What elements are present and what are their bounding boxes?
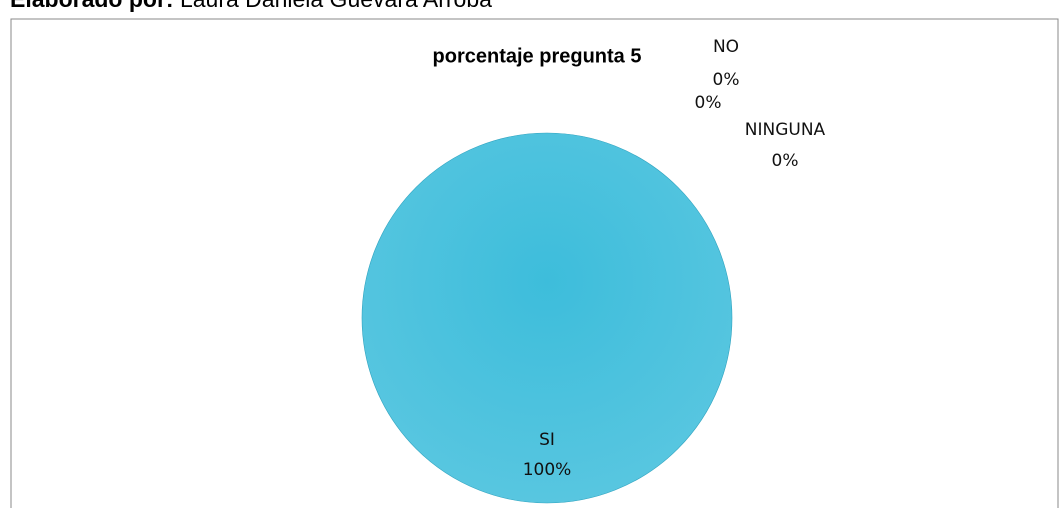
data-label: 0% [695, 93, 722, 113]
data-label: 100% [523, 460, 572, 480]
data-label-name: NINGUNA [745, 120, 826, 140]
data-label-name: SI [539, 430, 555, 450]
pie-slice [361, 132, 733, 504]
caption-label: Elaborado por: [10, 0, 174, 12]
data-label: 0% [772, 151, 799, 171]
chart-title: porcentaje pregunta 5 [433, 45, 642, 67]
data-label: 0% [713, 70, 740, 90]
caption-text: Laura Daniela Guevara Arroba [180, 0, 492, 12]
caption: Elaborado por: Laura Daniela Guevara Arr… [10, 0, 492, 12]
data-label-name: NO [713, 37, 739, 57]
chart-frame [10, 18, 1059, 508]
